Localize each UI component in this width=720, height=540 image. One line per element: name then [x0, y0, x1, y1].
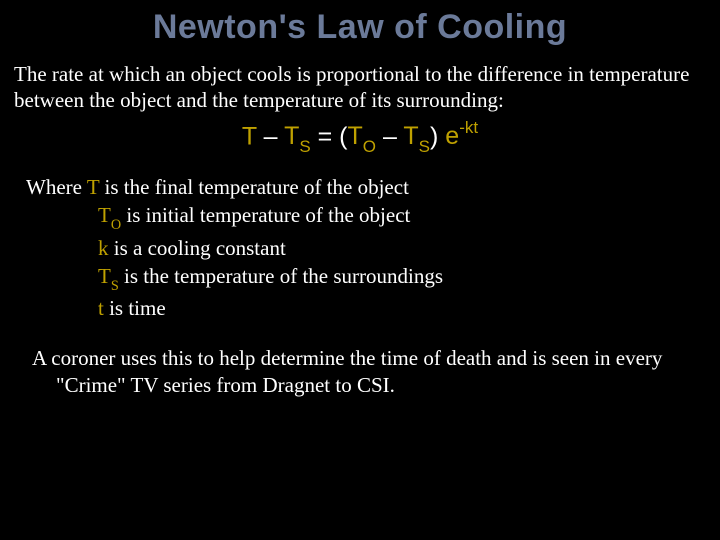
- eq-t: T: [242, 122, 257, 150]
- eq-close: ): [430, 122, 445, 150]
- def-k-var: k: [98, 236, 109, 260]
- def-to-base: T: [98, 203, 111, 227]
- def-to-line: TO is initial temperature of the object: [26, 201, 706, 233]
- definitions-block: Where T is the final temperature of the …: [26, 173, 706, 323]
- def-ts-base: T: [98, 264, 111, 288]
- eq-to-sub: O: [363, 137, 376, 156]
- def-where: Where: [26, 175, 87, 199]
- def-t-time-line: t is time: [26, 294, 706, 322]
- def-t-text: is the final temperature of the object: [99, 175, 409, 199]
- def-to-sub: O: [111, 217, 121, 233]
- def-to-text: is initial temperature of the object: [121, 203, 410, 227]
- eq-minus2: –: [376, 122, 403, 150]
- slide-container: Newton's Law of Cooling The rate at whic…: [0, 0, 720, 540]
- slide-title: Newton's Law of Cooling: [14, 8, 706, 47]
- def-t-line: Where T is the final temperature of the …: [26, 173, 706, 201]
- def-ts-text: is the temperature of the surroundings: [119, 264, 443, 288]
- eq-e: e: [445, 122, 459, 150]
- def-ts-var: TS: [98, 264, 119, 288]
- eq-ts2-sub: S: [419, 137, 430, 156]
- eq-ts1-base: T: [284, 122, 299, 150]
- eq-ts1: TS: [284, 122, 311, 150]
- eq-exp: e-kt: [445, 122, 478, 150]
- eq-exp-t: t: [473, 118, 478, 137]
- def-k-line: k is a cooling constant: [26, 234, 706, 262]
- eq-to: TO: [348, 122, 377, 150]
- eq-minus1: –: [257, 122, 284, 150]
- eq-exponent: -kt: [459, 118, 478, 137]
- eq-ts2: TS: [403, 122, 430, 150]
- eq-ts2-base: T: [403, 122, 418, 150]
- def-ts-line: TS is the temperature of the surrounding…: [26, 262, 706, 294]
- eq-to-base: T: [348, 122, 363, 150]
- def-k-text: is a cooling constant: [109, 236, 286, 260]
- intro-text: The rate at which an object cools is pro…: [14, 61, 706, 114]
- def-to-var: TO: [98, 203, 121, 227]
- def-ts-sub: S: [111, 278, 119, 294]
- eq-equals: = (: [311, 122, 348, 150]
- def-t-var: T: [87, 175, 99, 199]
- def-t-time-text: is time: [104, 296, 166, 320]
- footer-text: A coroner uses this to help determine th…: [32, 345, 706, 400]
- eq-ts1-sub: S: [299, 137, 310, 156]
- cooling-equation: T – TS = (TO – TS) e-kt: [14, 120, 706, 155]
